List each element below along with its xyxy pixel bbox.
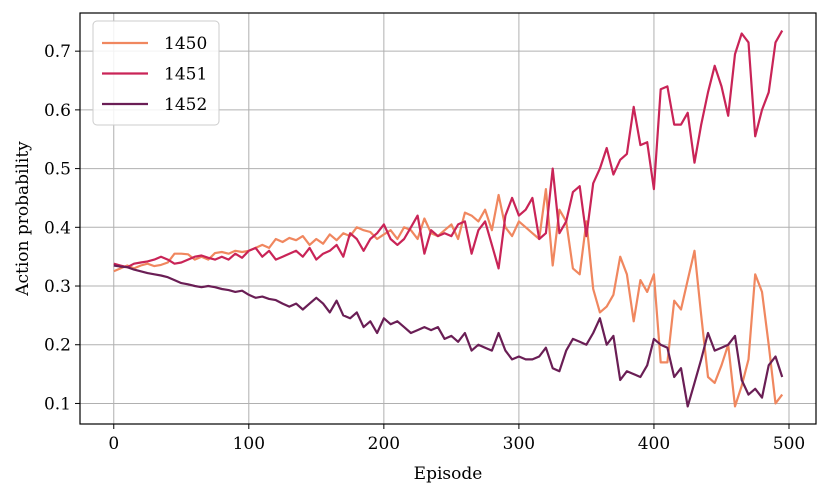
x-tick-label: 100 [233,434,265,454]
x-tick-label: 0 [108,434,119,454]
y-tick-label: 0.3 [44,277,71,297]
y-tick-label: 0.1 [44,394,71,414]
series-line-1452 [113,264,784,408]
x-tick-label: 500 [773,434,805,454]
plot-frame [79,12,817,425]
legend-box [92,20,220,126]
legend-label: 1452 [164,95,207,115]
y-tick-label: 0.5 [44,160,71,180]
y-tick-label: 0.2 [44,336,71,356]
series-lines [113,30,784,408]
axis-ticks: 0 100 200 300 400 500 0.1 0.2 0.3 0.4 0.5 0.6 0.7 [44,42,805,454]
series-line-1450 [113,188,784,408]
x-axis-title: Episode [414,464,483,484]
y-tick-label: 0.6 [44,101,71,121]
y-tick-label: 0.4 [44,218,71,238]
legend-label: 1450 [164,34,207,54]
y-tick-label: 0.7 [44,42,71,62]
series-line-1451 [113,30,784,270]
legend-label: 1451 [164,65,207,85]
legend: 1450 1451 1452 [92,20,220,126]
x-tick-label: 400 [638,434,670,454]
y-axis-title: Action probability [13,141,33,297]
x-tick-label: 200 [368,434,400,454]
x-tick-label: 300 [503,434,535,454]
